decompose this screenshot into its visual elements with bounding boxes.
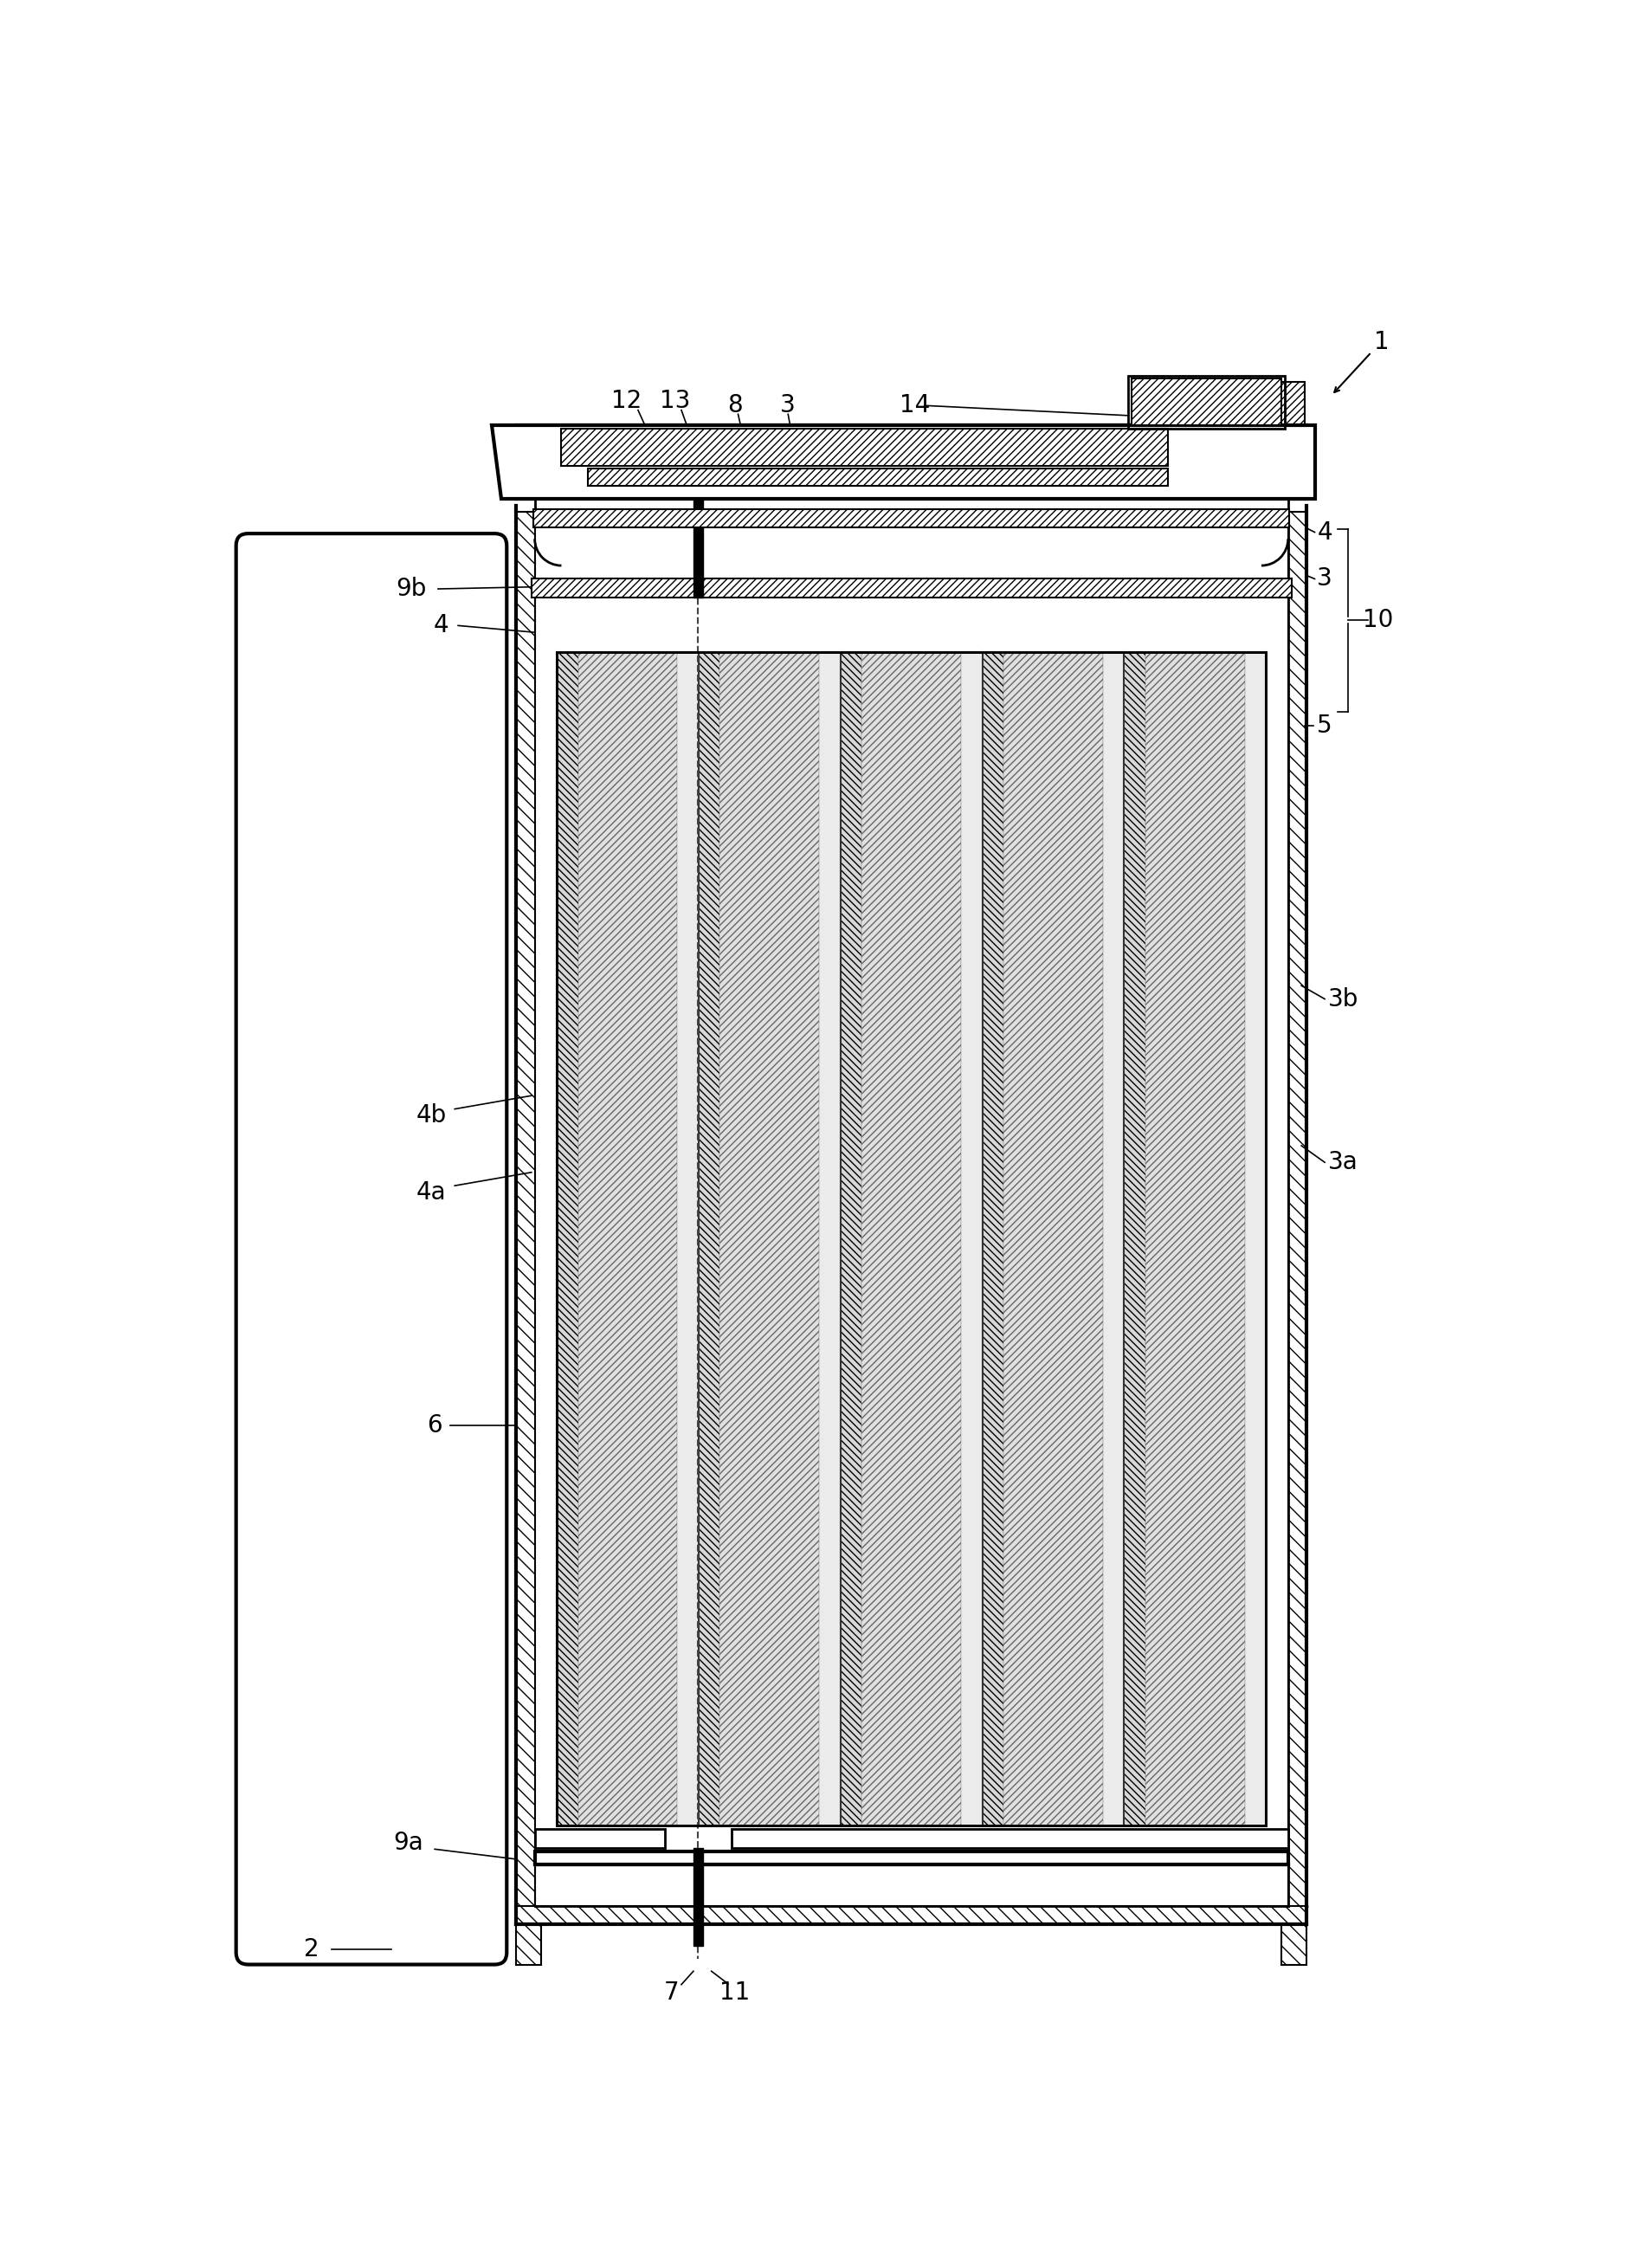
- Bar: [694, 433, 703, 596]
- Bar: [1146, 653, 1245, 1826]
- Bar: [862, 653, 961, 1826]
- Text: 4: 4: [434, 612, 449, 637]
- Text: 3b: 3b: [1328, 987, 1359, 1012]
- Bar: [698, 653, 725, 1826]
- Text: 4b: 4b: [416, 1105, 447, 1127]
- Bar: [840, 653, 867, 1826]
- Bar: [1004, 653, 1103, 1826]
- Bar: [1149, 653, 1182, 1826]
- Bar: [578, 653, 677, 1826]
- Bar: [1040, 653, 1095, 1826]
- Bar: [982, 653, 1009, 1826]
- Text: 7: 7: [664, 1980, 679, 2005]
- Bar: [694, 1848, 703, 1946]
- Bar: [614, 653, 671, 1826]
- Bar: [516, 479, 1307, 499]
- Bar: [1182, 653, 1237, 1826]
- Bar: [561, 429, 1169, 465]
- Text: 8: 8: [728, 392, 743, 417]
- Bar: [1288, 513, 1307, 1926]
- Text: 2: 2: [304, 1937, 318, 1962]
- Text: 9a: 9a: [393, 1830, 423, 1855]
- Bar: [516, 1926, 542, 1964]
- Bar: [1124, 653, 1149, 1826]
- Bar: [867, 653, 898, 1826]
- Bar: [1095, 653, 1124, 1826]
- Text: 9b: 9b: [397, 576, 426, 601]
- Bar: [671, 653, 698, 1826]
- Bar: [535, 1851, 1288, 1864]
- Bar: [516, 513, 535, 1926]
- Text: 4a: 4a: [416, 1179, 447, 1204]
- Bar: [813, 653, 840, 1826]
- Bar: [1281, 1926, 1307, 1964]
- Bar: [898, 653, 955, 1826]
- Bar: [535, 499, 1288, 515]
- Text: 3a: 3a: [1328, 1150, 1358, 1175]
- Text: 6: 6: [428, 1413, 442, 1438]
- Bar: [535, 1830, 664, 1848]
- Text: 3: 3: [780, 392, 796, 417]
- Text: 14: 14: [899, 392, 930, 417]
- Polygon shape: [491, 426, 1315, 499]
- Bar: [1128, 376, 1284, 429]
- Bar: [1131, 379, 1281, 426]
- Bar: [557, 653, 1266, 1826]
- Bar: [516, 426, 1307, 440]
- Bar: [557, 653, 1266, 1826]
- Bar: [955, 653, 982, 1826]
- Bar: [720, 653, 819, 1826]
- Bar: [532, 578, 1291, 596]
- FancyBboxPatch shape: [237, 533, 508, 1964]
- Bar: [557, 653, 1266, 1826]
- Bar: [756, 653, 813, 1826]
- Bar: [557, 653, 583, 1826]
- Bar: [1237, 653, 1266, 1826]
- Text: 3: 3: [1317, 567, 1332, 592]
- Text: 5: 5: [1317, 714, 1332, 737]
- Text: 10: 10: [1363, 608, 1394, 633]
- Bar: [731, 1830, 1288, 1848]
- Text: 11: 11: [720, 1980, 751, 2005]
- Text: 12: 12: [612, 388, 641, 413]
- Bar: [725, 653, 756, 1826]
- Bar: [1162, 383, 1304, 429]
- Bar: [588, 469, 1169, 485]
- Bar: [516, 1905, 1307, 1926]
- Bar: [568, 426, 1188, 463]
- Bar: [583, 653, 614, 1826]
- Text: 13: 13: [659, 388, 690, 413]
- Bar: [1009, 653, 1040, 1826]
- Text: 4: 4: [1317, 519, 1332, 544]
- Text: 1: 1: [1374, 331, 1389, 354]
- Bar: [534, 508, 1289, 528]
